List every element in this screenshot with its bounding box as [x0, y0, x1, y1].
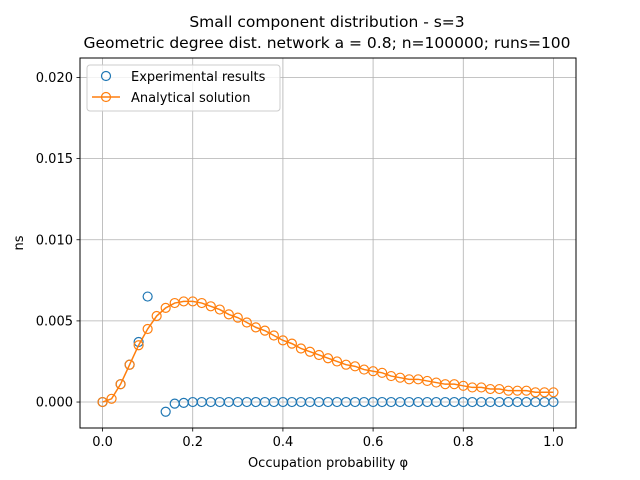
y-axis-label: ns: [12, 235, 27, 250]
chart-title-line2: Geometric degree dist. network a = 0.8; …: [83, 34, 570, 52]
analytical-solution-point: [322, 353, 334, 364]
analytical-solution-point: [214, 304, 225, 315]
x-tick-label: 1.0: [543, 435, 564, 450]
analytical-solution-point: [196, 297, 207, 309]
x-tick-label: 0.8: [453, 435, 474, 450]
analytical-solution-point: [97, 396, 108, 408]
analytical-solution-point: [268, 330, 279, 341]
analytical-solution-point: [250, 322, 261, 333]
x-axis-ticks: 0.0 0.2 0.4 0.6 0.8 1.0: [92, 428, 564, 450]
analytical-solution-point: [277, 335, 289, 346]
y-axis-ticks: 0.000 0.005 0.010 0.015 0.020: [36, 71, 80, 411]
x-tick-label: 0.2: [182, 435, 203, 450]
analytical-solution-point: [259, 325, 270, 336]
legend-box: [86, 64, 281, 112]
analytical-solution-point: [304, 346, 316, 357]
analytical-solution-point: [377, 367, 388, 378]
legend-marker-analytical: [100, 91, 112, 103]
x-tick-label: 0.4: [273, 435, 294, 450]
legend-marker-experimental: [100, 70, 112, 82]
legend-label-analytical: Analytical solution: [131, 91, 250, 106]
x-tick-label: 0.0: [92, 435, 113, 450]
experimental-results-point: [142, 291, 153, 302]
analytical-solution-point: [548, 387, 559, 398]
y-tick-label: 0.000: [36, 396, 73, 411]
legend-label-experimental: Experimental results: [131, 70, 266, 85]
analytical-solution-point: [133, 340, 144, 351]
x-tick-label: 0.6: [363, 435, 384, 450]
analytical-solution-point: [106, 393, 117, 404]
series-layer: [97, 291, 559, 417]
legend: Experimental results Analytical solution: [86, 64, 281, 112]
x-axis-label: Occupation probability φ: [248, 456, 408, 471]
analytical-solution-point: [151, 310, 162, 322]
analytical-solution-point: [124, 359, 135, 370]
experimental-results-point: [548, 396, 559, 408]
analytical-solution-point: [241, 317, 252, 328]
chart-title-line1: Small component distribution - s=3: [189, 13, 464, 31]
analytical-solution-line: [102, 300, 554, 403]
analytical-solution-point: [286, 338, 298, 349]
analytical-solution-point: [232, 312, 243, 323]
y-tick-label: 0.010: [36, 233, 73, 248]
analytical-solution-point: [349, 361, 361, 372]
analytical-solution-point: [331, 356, 343, 367]
analytical-solution-point: [115, 379, 126, 390]
y-tick-label: 0.015: [36, 152, 73, 167]
analytical-solution-point: [223, 309, 234, 320]
experimental-results-point: [160, 406, 171, 417]
analytical-solution-point: [295, 343, 307, 354]
analytical-solution-point: [142, 323, 153, 335]
y-tick-label: 0.020: [36, 71, 73, 86]
analytical-solution-point: [160, 302, 171, 314]
grid: [80, 58, 576, 428]
plot-frame: [79, 57, 577, 429]
analytical-solution-point: [205, 301, 216, 312]
y-tick-label: 0.005: [36, 314, 73, 329]
analytical-solution-point: [313, 349, 325, 361]
